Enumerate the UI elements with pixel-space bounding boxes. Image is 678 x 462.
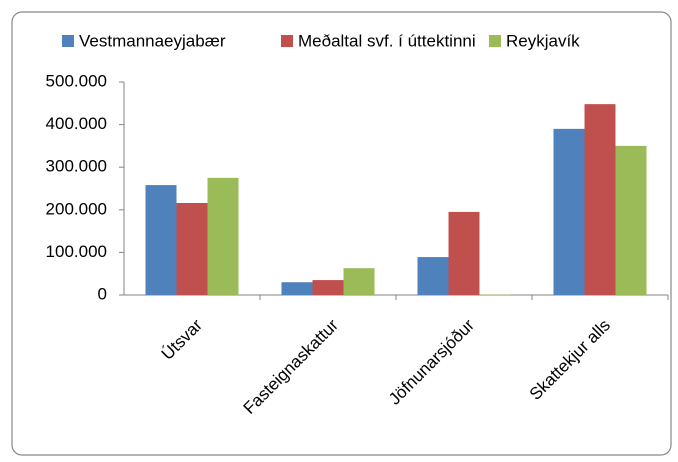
legend-label: Reykjavík (506, 31, 580, 50)
bar (417, 257, 449, 295)
y-tick-label: 0 (98, 284, 107, 303)
bar (448, 211, 480, 295)
bar (207, 177, 239, 295)
bar (312, 280, 344, 295)
y-tick-label: 100.000 (46, 242, 107, 261)
bar (615, 145, 647, 295)
chart-frame (11, 11, 672, 456)
legend-swatch (489, 35, 501, 47)
bar (281, 282, 313, 295)
bar (343, 268, 375, 295)
y-tick-label: 300.000 (46, 157, 107, 176)
legend-label: Vestmannaeyjabær (79, 31, 226, 50)
bar (584, 104, 616, 295)
bar (145, 185, 177, 295)
y-tick-label: 400.000 (46, 114, 107, 133)
bar (479, 294, 511, 296)
y-tick-label: 200.000 (46, 199, 107, 218)
y-tick-label: 500.000 (46, 71, 107, 90)
legend-label: Meðaltal svf. í úttektinni (298, 31, 476, 50)
legend-swatch (281, 35, 293, 47)
bar (553, 128, 585, 295)
legend-swatch (62, 35, 74, 47)
bar (176, 202, 208, 295)
